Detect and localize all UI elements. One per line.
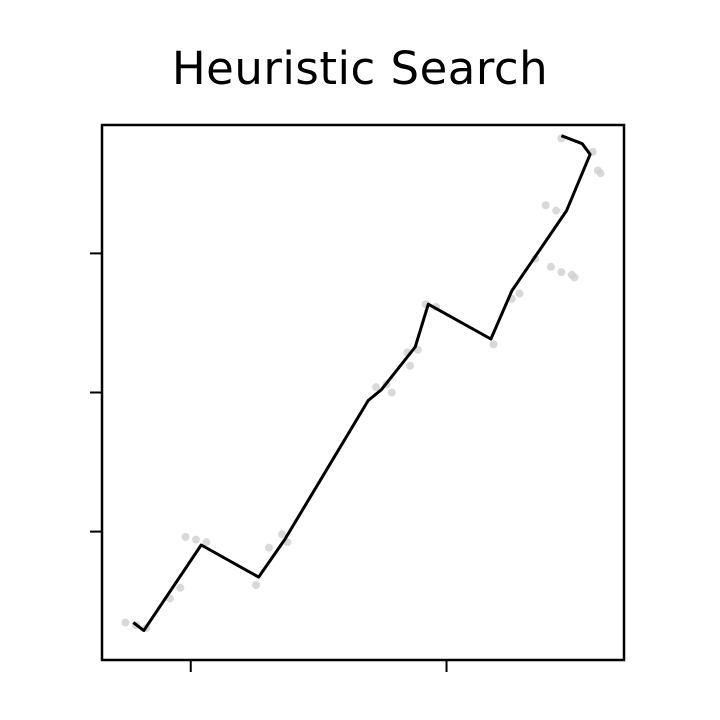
path-arrow-37 [482,334,489,338]
path-arrow-43 [533,254,537,260]
explored-node-8 [251,581,260,590]
path-arrow-44 [542,240,547,246]
path-arrow-17 [302,504,306,510]
explored-node-27 [570,273,579,282]
path-arrow-18 [309,491,314,498]
explored-node-29 [552,206,561,215]
explored-node-16 [405,361,414,370]
path-arrow-39 [499,311,503,317]
path-arrow-19 [317,479,321,485]
path-arrow-35 [457,320,464,324]
explored-node-20 [489,340,498,349]
path-line [132,134,592,633]
path-arrow-51 [583,145,588,151]
path-arrow-11 [249,571,255,575]
path-arrow-7 [195,547,200,554]
path-arrow-15 [287,529,291,536]
path-arrow-26 [372,392,378,397]
path-arrow-16 [294,517,299,523]
explored-node-28 [541,201,550,210]
explored-node-25 [557,268,566,277]
path-arrow-29 [407,351,413,357]
explored-node-10 [278,530,287,539]
explored-node-12 [372,383,381,392]
path-arrow-30 [415,336,419,342]
path-arrow-33 [432,306,439,310]
path-arrow-34 [445,313,451,317]
path-arrow-46 [560,213,565,220]
search-path [132,134,592,633]
axis-ticks [90,252,448,672]
path-arrow-20 [324,466,329,473]
path-arrow-52 [568,138,574,142]
path-arrow-21 [332,453,337,460]
explored-node-6 [191,535,200,544]
explored-node-22 [515,289,524,298]
path-arrow-10 [235,563,241,567]
path-arrow-31 [420,321,424,328]
path-arrow-47 [568,199,572,206]
path-arrow-8 [206,547,212,551]
path-arrow-50 [585,157,589,164]
path-arrow-42 [523,267,528,273]
path-arrow-12 [261,567,266,573]
explored-node-14 [387,388,396,397]
path-arrow-24 [355,416,359,422]
path-arrow-28 [396,365,401,371]
explored-node-32 [596,169,605,178]
path-arrow-9 [220,555,227,559]
path-arrow-1 [146,621,151,627]
path-arrow-40 [506,295,510,301]
explored-node-9 [265,543,274,552]
path-arrow-36 [470,327,476,331]
path-arrow-0 [136,624,142,630]
path-arrow-4 [170,584,175,590]
path-arrow-45 [551,227,556,233]
path-arrow-3 [162,596,167,602]
path-arrow-25 [362,403,367,409]
path-arrow-23 [347,428,352,435]
chart-title: Heuristic Search [171,42,549,95]
explored-node-24 [546,262,555,271]
path-arrow-27 [385,379,390,385]
path-arrow-14 [278,542,283,548]
path-arrow-41 [514,280,519,287]
explored-node-0 [121,618,130,627]
path-arrow-32 [424,307,428,314]
explored-node-4 [176,583,185,592]
path-arrow-49 [579,171,583,178]
path-arrow-22 [340,441,344,447]
path-arrow-13 [270,555,274,561]
path-arrow-38 [492,327,496,333]
path-arrow-6 [187,560,192,566]
path-arrow-5 [179,572,183,578]
explored-node-7 [202,538,211,547]
explored-node-5 [181,532,190,541]
path-arrow-48 [573,185,577,192]
path-arrow-2 [154,608,159,615]
